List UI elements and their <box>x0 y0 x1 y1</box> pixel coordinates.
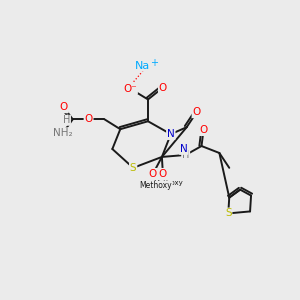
Text: S: S <box>130 163 136 173</box>
Text: S: S <box>225 208 232 218</box>
Text: O⁻: O⁻ <box>123 84 137 94</box>
Text: O: O <box>200 125 208 135</box>
Text: +: + <box>150 58 158 68</box>
Text: O: O <box>192 107 201 117</box>
Text: N: N <box>180 144 188 154</box>
Text: Methoxy: Methoxy <box>140 181 172 190</box>
Text: Methoxy: Methoxy <box>153 180 183 186</box>
Text: H: H <box>182 150 189 160</box>
Text: N: N <box>167 129 175 139</box>
Text: O: O <box>159 169 167 179</box>
Text: Na: Na <box>134 61 150 71</box>
Text: O: O <box>60 102 68 112</box>
Text: O: O <box>84 114 93 124</box>
Text: NH₂: NH₂ <box>53 128 73 138</box>
Text: O: O <box>159 82 167 93</box>
Text: H: H <box>63 115 70 125</box>
Text: O: O <box>149 169 157 179</box>
